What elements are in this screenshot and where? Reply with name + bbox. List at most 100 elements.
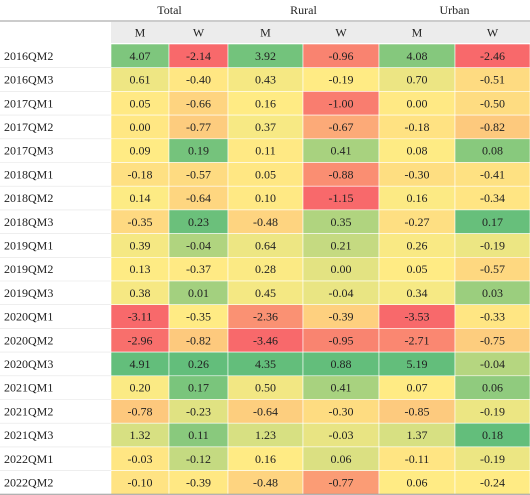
cell-value: 0.08 xyxy=(407,144,428,158)
cell-value: 0.06 xyxy=(482,381,503,395)
cell-value: 0.08 xyxy=(482,144,503,158)
cell-value: -3.53 xyxy=(405,310,430,324)
cell-value: -0.33 xyxy=(480,310,505,324)
cell-value: -0.67 xyxy=(329,120,354,134)
cell-value: 0.06 xyxy=(331,452,352,466)
row-label: 2018QM2 xyxy=(4,191,53,205)
cell-value: -0.39 xyxy=(329,310,354,324)
cell-value: -0.30 xyxy=(329,404,354,418)
cell-value: 0.09 xyxy=(130,144,151,158)
cell-value: 1.23 xyxy=(255,428,276,442)
cell-value: 0.70 xyxy=(407,73,428,87)
cell-value: 0.37 xyxy=(255,120,276,134)
cell-value: -0.35 xyxy=(128,215,153,229)
cell-value: 0.64 xyxy=(255,238,276,252)
cell-value: 0.16 xyxy=(255,452,276,466)
cell-value: 0.06 xyxy=(407,475,428,489)
cell-value: 0.00 xyxy=(130,120,151,134)
cell-value: 0.16 xyxy=(255,96,276,110)
cell-value: 0.38 xyxy=(130,286,151,300)
cell-value: -0.48 xyxy=(253,475,278,489)
cell-value: -0.66 xyxy=(186,96,211,110)
row-label: 2021QM3 xyxy=(4,428,53,442)
row-label: 2017QM1 xyxy=(4,96,53,110)
cell-value: -0.18 xyxy=(128,167,153,181)
cell-value: -0.34 xyxy=(480,191,505,205)
group-header-total: Total xyxy=(157,3,182,17)
row-label: 2016QM2 xyxy=(4,49,53,63)
cell-value: -0.24 xyxy=(480,475,505,489)
cell-value: -0.04 xyxy=(329,286,354,300)
cell-value: -2.36 xyxy=(253,310,278,324)
row-label: 2019QM2 xyxy=(4,262,53,276)
row-label: 2021QM2 xyxy=(4,404,53,418)
cell-value: -0.03 xyxy=(128,452,153,466)
cell-value: -0.40 xyxy=(186,73,211,87)
sub-header-m: M xyxy=(135,26,146,40)
row-label: 2018QM1 xyxy=(4,167,53,181)
cell-value: -0.82 xyxy=(480,120,505,134)
cell-value: 0.19 xyxy=(188,144,209,158)
cell-value: -0.37 xyxy=(186,262,211,276)
cell-value: -0.57 xyxy=(186,167,211,181)
cell-value: 0.17 xyxy=(482,215,503,229)
cell-value: -0.27 xyxy=(405,215,430,229)
cell-value: -2.46 xyxy=(480,49,505,63)
row-label: 2020QM1 xyxy=(4,310,53,324)
cell-value: 0.43 xyxy=(255,73,276,87)
cell-value: 1.32 xyxy=(130,428,151,442)
sub-header-w: W xyxy=(335,26,347,40)
cell-value: 1.37 xyxy=(407,428,428,442)
cell-value: 0.05 xyxy=(130,96,151,110)
cell-value: 0.35 xyxy=(331,215,352,229)
cell-value: -0.19 xyxy=(329,73,354,87)
cell-value: -0.39 xyxy=(186,475,211,489)
cell-value: 4.91 xyxy=(130,357,151,371)
cell-value: 0.00 xyxy=(407,96,428,110)
row-label: 2021QM1 xyxy=(4,381,53,395)
row-label: 2016QM3 xyxy=(4,73,53,87)
cell-value: -0.57 xyxy=(480,262,505,276)
cell-value: -0.12 xyxy=(186,452,211,466)
cell-value: -0.11 xyxy=(405,452,430,466)
row-label: 2018QM3 xyxy=(4,215,53,229)
cell-value: -0.88 xyxy=(329,167,354,181)
cell-value: 0.20 xyxy=(130,381,151,395)
group-header-rural: Rural xyxy=(290,3,317,17)
cell-value: -0.03 xyxy=(329,428,354,442)
cell-value: 0.16 xyxy=(407,191,428,205)
cell-value: 4.35 xyxy=(255,357,276,371)
cell-value: -3.11 xyxy=(128,310,153,324)
cell-value: -0.23 xyxy=(186,404,211,418)
cell-value: -3.46 xyxy=(253,333,278,347)
cell-value: -0.04 xyxy=(186,238,211,252)
cell-value: 0.14 xyxy=(130,191,151,205)
cell-value: 0.18 xyxy=(482,428,503,442)
row-label: 2022QM2 xyxy=(4,475,53,489)
cell-value: 0.26 xyxy=(188,357,209,371)
cell-value: 0.39 xyxy=(130,238,151,252)
cell-value: 0.88 xyxy=(331,357,352,371)
cell-value: 4.08 xyxy=(407,49,428,63)
cell-value: 0.61 xyxy=(130,73,151,87)
row-label: 2022QM1 xyxy=(4,452,53,466)
cell-value: 0.07 xyxy=(407,381,428,395)
cell-value: 0.45 xyxy=(255,286,276,300)
cell-value: 5.19 xyxy=(407,357,428,371)
cell-value: 0.05 xyxy=(407,262,428,276)
cell-value: 0.01 xyxy=(188,286,209,300)
cell-value: 0.41 xyxy=(331,144,352,158)
cell-value: -0.78 xyxy=(128,404,153,418)
cell-value: -0.50 xyxy=(480,96,505,110)
cell-value: 0.11 xyxy=(255,144,276,158)
cell-value: -0.77 xyxy=(186,120,211,134)
cell-value: 3.92 xyxy=(255,49,276,63)
sub-header-w: W xyxy=(487,26,499,40)
cell-value: 0.21 xyxy=(331,238,352,252)
cell-value: 0.11 xyxy=(188,428,209,442)
cell-value: -2.14 xyxy=(186,49,211,63)
sub-header-w: W xyxy=(193,26,205,40)
cell-value: 0.50 xyxy=(255,381,276,395)
row-label: 2017QM3 xyxy=(4,144,53,158)
